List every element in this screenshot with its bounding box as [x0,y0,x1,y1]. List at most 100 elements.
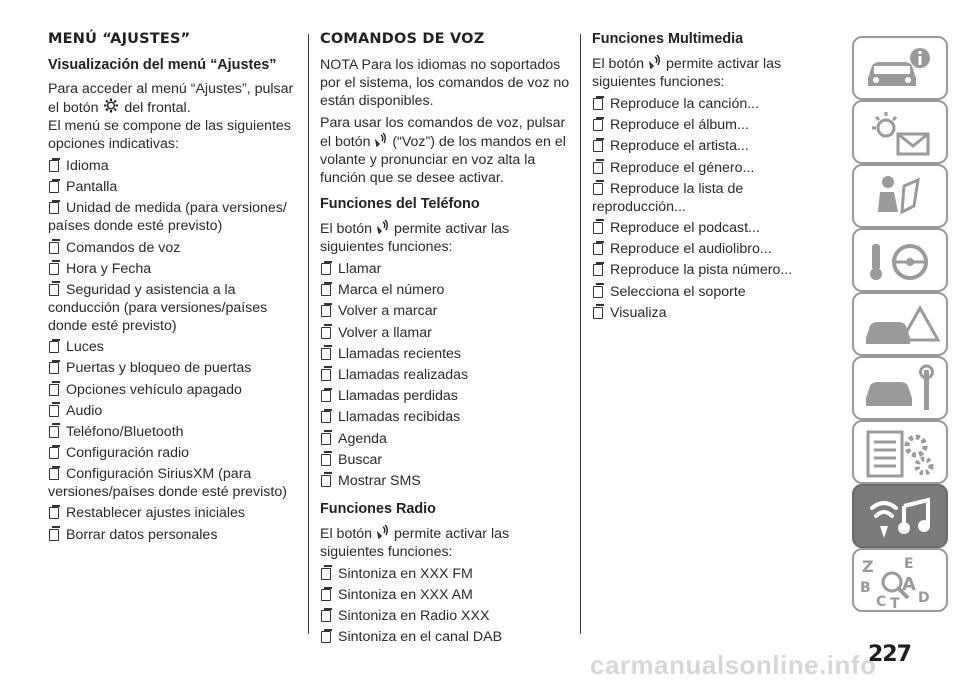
list-item: Configuración SiriusXM (para versiones/p… [48,465,287,501]
bullet-icon [321,472,332,487]
list-item: Teléfono/Bluetooth [48,423,298,441]
bullet-icon [49,338,60,354]
list-item: Hora y Fecha [48,260,298,278]
voice-commands-title: COMANDOS DE VOZ [320,31,485,47]
tab-starting-driving[interactable] [852,228,948,292]
list-item: Reproduce el álbum... [592,116,832,134]
column-divider-left [308,34,309,634]
list-item: Sintoniza en XXX FM [320,565,570,583]
list-item: Marca el número [320,281,570,299]
list-item: Luces [48,338,298,356]
bullet-icon [593,180,604,195]
list-item: Visualiza [592,304,832,322]
radio-intro: El botón permite activar las siguientes … [320,524,510,560]
technical-data-gears-icon [866,430,934,478]
watermark: carmanualsonline.info [590,650,877,680]
list-item: Comandos de voz [48,239,298,257]
car-breakdown-icon [866,304,941,344]
settings-column: MENÚ “AJUSTES” Visualización del menú “A… [48,30,298,547]
svg-text:A: A [902,574,916,595]
bullet-icon [321,302,332,318]
multimedia-intro: El botón permite activar las siguientes … [592,54,782,90]
car-maintenance-icon [866,364,934,410]
bullet-icon [49,239,60,254]
list-item: Reproduce el podcast... [592,219,832,237]
voice-button-icon [375,132,387,147]
radio-functions-list: Sintoniza en XXX FM Sintoniza en XXX AM … [320,565,570,647]
bullet-icon [321,408,332,424]
tab-index[interactable]: Z E B A D C T [852,548,948,612]
svg-text:Z: Z [862,557,874,576]
bullet-icon [49,444,60,460]
list-item: Reproduce el género... [592,159,832,177]
multimedia-column: Funciones Multimedia El botón permite ac… [592,30,832,325]
list-item: Reproduce el audiolibro... [592,240,832,258]
bullet-icon [49,381,60,396]
voice-button-icon [648,54,660,69]
bullet-icon [593,283,604,298]
column-divider-right [580,34,581,634]
tab-warning-lights[interactable] [852,100,948,164]
bullet-icon [49,260,60,275]
bullet-icon [49,423,60,438]
settings-gear-icon [104,98,119,113]
list-item: Reproduce la pista número... [592,261,832,279]
bullet-icon [321,260,332,275]
list-item: Opciones vehículo apagado [48,381,298,399]
tab-multimedia[interactable] [852,484,948,548]
bullet-icon [593,219,604,234]
list-item: Borrar datos personales [48,526,298,544]
voice-button-icon [376,219,388,234]
list-item: Sintoniza en el canal DAB [320,628,570,646]
bullet-icon [593,261,604,277]
list-item: Mostrar SMS [320,472,570,490]
bullet-icon [321,324,332,339]
multimedia-functions-title: Funciones Multimedia [592,31,744,47]
bullet-icon [321,345,332,360]
tab-technical-data[interactable] [852,420,948,484]
tab-safety[interactable] [852,164,948,228]
bullet-icon [49,178,60,194]
bullet-icon [593,304,604,319]
list-item: Sintoniza en Radio XXX [320,607,570,625]
list-item: Volver a marcar [320,302,570,320]
bullet-icon [593,95,604,110]
key-steering-wheel-icon [870,244,928,280]
phone-intro: El botón permite activar las siguientes … [320,219,510,255]
bullet-icon [321,281,332,297]
voice-usage: Para usar los comandos de voz, pulsar el… [320,115,566,186]
bullet-icon [593,116,604,132]
list-item: Llamadas realizadas [320,366,570,384]
svg-text:E: E [904,556,914,572]
list-item: Reproduce la canción... [592,95,832,113]
multimedia-icon [870,497,930,538]
phone-functions-list: Llamar Marca el número Volver a marcar V… [320,260,570,490]
list-item: Idioma [48,157,298,175]
list-item: Reproduce la lista de reproducción... [592,180,744,215]
list-item: Unidad de medida (para versiones/ países… [48,199,287,235]
list-item: Selecciona el soporte [592,283,832,301]
bullet-icon [593,240,604,256]
list-item: Llamadas recibidas [320,408,570,426]
list-item: Llamar [320,260,570,278]
voice-note: NOTA Para los idiomas no soportados por … [320,57,570,109]
tab-car-info[interactable] [852,36,948,100]
bullet-icon [49,504,60,520]
list-item: Seguridad y asistencia a la conducción (… [48,281,268,334]
multimedia-functions-list: Reproduce la canción... Reproduce el álb… [592,95,832,322]
bullet-icon [49,199,60,215]
list-item: Sintoniza en XXX AM [320,586,570,604]
list-item: Configuración radio [48,444,298,462]
list-item: Volver a llamar [320,324,570,342]
car-info-icon [868,48,930,86]
tab-emergency[interactable] [852,292,948,356]
svg-text:D: D [918,590,930,606]
bullet-icon [49,526,60,541]
bullet-icon [49,359,60,375]
bullet-icon [593,159,604,174]
bullet-icon [49,157,60,172]
voice-button-icon [376,524,388,539]
tab-maintenance[interactable] [852,356,948,420]
bullet-icon [321,430,332,445]
list-item: Pantalla [48,178,298,196]
